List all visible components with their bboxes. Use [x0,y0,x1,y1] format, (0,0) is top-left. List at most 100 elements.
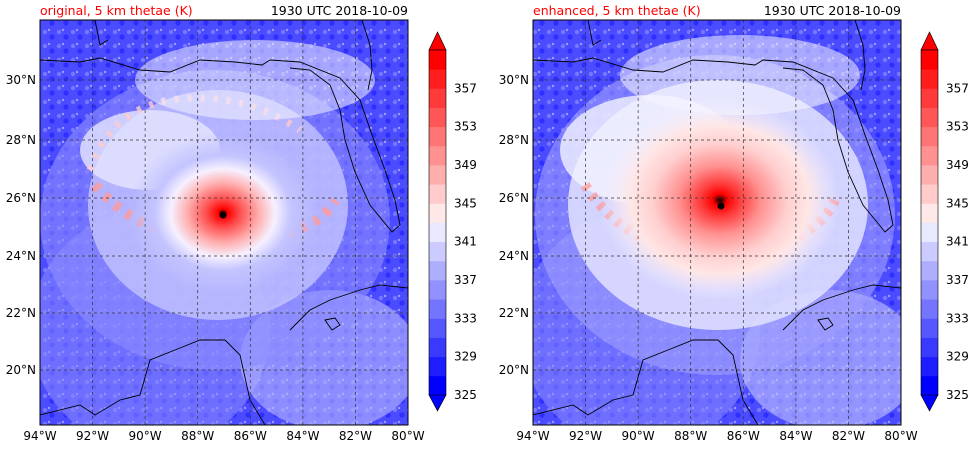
lat-tick: 26°N [6,191,36,205]
lon-tick: 82°W [339,429,372,443]
colorbar-min-extension [920,394,939,412]
left-panel: original, 5 km thetae (K) 1930 UTC 2018-… [6,3,425,443]
colorbar-segment [921,222,938,243]
colorbar-segment [429,69,446,89]
lon-tick: 92°W [76,429,109,443]
colorbar-segment [429,184,446,204]
colorbar-tick-label: 353 [454,120,477,134]
colorbar-segment [429,145,446,166]
colorbar-segment [921,203,938,223]
colorbar-tick-label: 325 [454,388,477,402]
colorbar-segment [429,280,446,300]
lon-tick: 94°W [516,429,549,443]
lat-tick: 22°N [499,306,529,320]
right-panel-time: 1930 UTC 2018-10-09 [764,3,901,18]
colorbar-segment [429,375,446,396]
lat-tick: 22°N [6,306,36,320]
left-map-frame [39,19,409,426]
colorbar-tick-label: 345 [946,196,969,210]
lon-tick: 94°W [23,429,56,443]
lon-tick: 82°W [832,429,865,443]
lat-tick: 30°N [499,73,529,87]
colorbar-segment [429,260,446,281]
lat-tick: 20°N [499,363,529,377]
colorbar-tick-label: 329 [454,350,477,364]
right-lat-ticks: 20°N 22°N 24°N 26°N 28°N 30°N [499,73,529,377]
lon-tick: 86°W [234,429,267,443]
colorbar-max-extension [920,31,939,51]
right-panel-title: enhanced, 5 km thetae (K) [533,3,701,18]
colorbar-segment [429,222,446,243]
colorbar-tick-label: 341 [454,235,477,249]
lon-tick: 90°W [622,429,655,443]
colorbar-segment [921,184,938,204]
colorbar-segment [921,69,938,89]
colorbar-tick-label: 357 [454,81,477,95]
colorbar-segment [921,299,938,319]
colorbar-tick-label: 325 [946,388,969,402]
colorbar-tick-label: 357 [946,81,969,95]
colorbar-segment [429,107,446,128]
lon-tick: 86°W [727,429,760,443]
colorbar-segment [921,88,938,108]
colorbar-tick-label: 337 [454,273,477,287]
colorbar-segment [921,260,938,281]
lat-tick: 24°N [499,249,529,263]
lat-tick: 24°N [6,249,36,263]
colorbar-segment [921,318,938,338]
colorbar-segment [921,337,938,358]
lat-tick: 26°N [499,191,529,205]
right-colorbar: 325 329 333 337 341 345 349 353 357 [920,31,969,412]
colorbar-tick-label: 337 [946,273,969,287]
colorbar-tick-label: 341 [946,235,969,249]
left-storm-center-marker [219,211,227,219]
lon-tick: 84°W [779,429,812,443]
colorbar-tick-label: 349 [454,158,477,172]
colorbar-min-extension [428,394,447,412]
colorbar-tick-label: 349 [946,158,969,172]
colorbar-segment [429,203,446,223]
lat-tick: 28°N [6,133,36,147]
colorbar-segment [921,50,938,70]
right-lon-ticks: 94°W 92°W 90°W 88°W 86°W 84°W 82°W 80°W [516,429,917,443]
colorbar-tick-label: 345 [454,196,477,210]
lon-tick: 80°W [884,429,917,443]
right-map-field [533,20,901,425]
lat-tick: 30°N [6,73,36,87]
colorbar-segment [921,126,938,147]
colorbar-segment [921,375,938,396]
left-lon-ticks: 94°W 92°W 90°W 88°W 86°W 84°W 82°W 80°W [23,429,424,443]
colorbar-segment [429,241,446,262]
colorbar-segment [921,145,938,166]
lat-tick: 20°N [6,363,36,377]
lon-tick: 90°W [129,429,162,443]
colorbar-segment [921,241,938,262]
colorbar-segment [921,165,938,185]
colorbar-tick-label: 333 [946,311,969,325]
right-storm-center-marker [717,202,725,210]
lat-tick: 28°N [499,133,529,147]
colorbar-segment [429,318,446,338]
colorbar-segment [429,356,446,377]
colorbar-segment [429,337,446,358]
colorbar-segment [429,299,446,319]
colorbar-segment [921,280,938,300]
right-map-frame [532,19,902,426]
right-panel: enhanced, 5 km thetae (K) 1930 UTC 2018-… [499,3,918,443]
lon-tick: 80°W [391,429,424,443]
colorbar-max-extension [428,31,447,51]
colorbar-tick-label: 329 [946,350,969,364]
colorbar-segment [429,126,446,147]
left-map-field [40,20,408,425]
left-gridlines [40,20,408,425]
colorbar-segment [429,50,446,70]
lon-tick: 88°W [674,429,707,443]
lon-tick: 88°W [181,429,214,443]
lon-tick: 84°W [286,429,319,443]
right-gridlines [533,20,901,425]
left-colorbar: 325 329 333 337 341 345 349 353 357 [428,31,477,412]
colorbar-segment [921,356,938,377]
colorbar-segment [429,88,446,108]
colorbar-segment [921,107,938,128]
